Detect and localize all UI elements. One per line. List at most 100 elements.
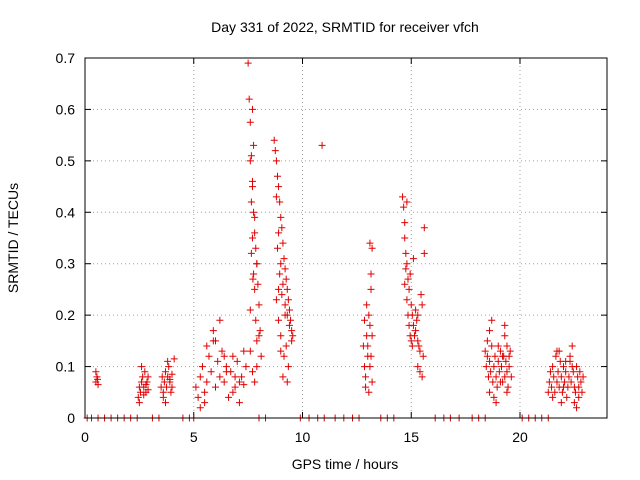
data-point xyxy=(560,383,567,391)
y-axis-ticks: 0 0.1 0.2 0.3 0.4 0.5 0.6 0.7 xyxy=(56,50,607,426)
data-point xyxy=(248,234,256,242)
data-point xyxy=(277,332,285,340)
data-point xyxy=(272,296,280,304)
data-point xyxy=(248,368,256,376)
data-point xyxy=(488,342,496,350)
data-point xyxy=(495,368,503,376)
data-point xyxy=(251,213,259,221)
data-point xyxy=(544,388,552,396)
data-point xyxy=(273,244,281,252)
data-point xyxy=(255,332,263,340)
data-point xyxy=(365,311,373,319)
data-point xyxy=(363,301,371,309)
y-tick-label: 0.5 xyxy=(56,153,76,169)
data-point xyxy=(406,332,414,340)
data-point xyxy=(248,105,256,113)
data-point xyxy=(255,301,263,309)
data-point xyxy=(487,368,495,376)
data-point xyxy=(276,198,284,206)
data-point xyxy=(249,275,257,283)
data-point xyxy=(252,316,260,324)
data-point xyxy=(273,172,281,180)
data-point xyxy=(142,381,150,389)
data-point xyxy=(245,95,253,103)
data-point xyxy=(138,363,146,371)
data-point xyxy=(222,368,230,376)
data-point xyxy=(284,363,292,371)
data-point xyxy=(401,219,409,227)
data-point xyxy=(561,378,569,386)
data-point xyxy=(412,327,420,335)
data-point xyxy=(550,373,558,381)
data-point xyxy=(282,275,290,283)
data-points xyxy=(83,59,587,422)
data-point xyxy=(250,208,258,216)
data-point xyxy=(275,285,283,293)
data-point xyxy=(203,342,211,350)
data-point xyxy=(562,357,570,365)
data-point xyxy=(216,316,224,324)
data-point xyxy=(229,388,237,396)
data-point xyxy=(247,249,255,257)
data-point xyxy=(161,399,169,407)
data-point xyxy=(496,378,504,386)
x-tick-label: 5 xyxy=(190,429,198,445)
data-point xyxy=(214,357,222,365)
data-point xyxy=(205,352,213,360)
data-point xyxy=(276,270,284,278)
data-point xyxy=(489,378,497,386)
data-point xyxy=(201,388,209,396)
data-point xyxy=(168,383,176,391)
data-point xyxy=(246,306,254,314)
data-point xyxy=(400,203,408,211)
data-point xyxy=(284,296,292,304)
chart-title: Day 331 of 2022, SRMTID for receiver vfc… xyxy=(211,19,479,35)
y-tick-label: 0.7 xyxy=(56,50,76,66)
data-point xyxy=(248,177,256,185)
data-point xyxy=(366,363,374,371)
data-point xyxy=(567,378,575,386)
data-point xyxy=(483,352,491,360)
data-point xyxy=(277,347,285,355)
data-point xyxy=(491,352,499,360)
data-point xyxy=(569,368,577,376)
data-point xyxy=(203,378,211,386)
data-point xyxy=(551,388,559,396)
data-point xyxy=(402,249,410,257)
data-point xyxy=(279,373,287,381)
data-point xyxy=(289,332,297,340)
data-point xyxy=(250,270,258,278)
data-point xyxy=(503,368,511,376)
data-point xyxy=(247,198,255,206)
data-point xyxy=(573,404,581,412)
data-point xyxy=(419,352,427,360)
data-point xyxy=(360,316,368,324)
data-point xyxy=(201,399,209,407)
data-point xyxy=(272,157,280,165)
data-point xyxy=(367,270,375,278)
plot-frame xyxy=(84,57,608,419)
data-point xyxy=(218,347,226,355)
data-point xyxy=(565,373,573,381)
data-point xyxy=(503,388,511,396)
data-point xyxy=(367,352,375,360)
y-tick-label: 0.2 xyxy=(56,307,76,323)
data-point xyxy=(566,352,574,360)
x-tick-label: 0 xyxy=(81,429,89,445)
data-point xyxy=(403,198,411,206)
y-tick-label: 0.3 xyxy=(56,256,76,272)
data-point xyxy=(482,363,490,371)
data-point xyxy=(166,375,174,383)
data-point xyxy=(257,352,265,360)
data-point xyxy=(251,378,259,386)
data-point xyxy=(253,363,261,371)
data-point xyxy=(571,388,579,396)
data-point xyxy=(159,393,167,401)
data-point xyxy=(282,342,290,350)
data-point xyxy=(490,363,498,371)
data-point xyxy=(318,141,326,149)
data-point xyxy=(280,352,288,360)
data-point xyxy=(413,316,421,324)
data-point xyxy=(575,393,583,401)
